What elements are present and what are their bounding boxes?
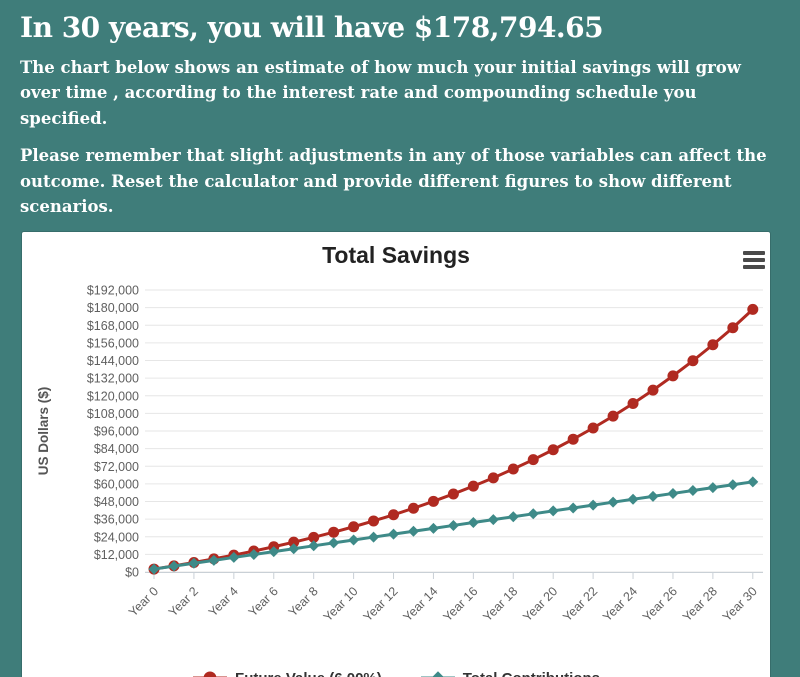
disclaimer-paragraph: Please remember that slight adjustments … xyxy=(20,146,767,217)
results-header: In 30 years, you will have $178,794.65 T… xyxy=(0,0,800,220)
hamburger-bar xyxy=(743,257,765,262)
page-title: In 30 years, you will have $178,794.65 xyxy=(20,11,604,44)
svg-text:$96,000: $96,000 xyxy=(94,424,139,438)
svg-text:Year 28: Year 28 xyxy=(680,584,720,624)
svg-text:$168,000: $168,000 xyxy=(87,319,139,333)
svg-text:$12,000: $12,000 xyxy=(94,548,139,562)
svg-text:Year 14: Year 14 xyxy=(401,584,441,624)
savings-line-chart: $0 $12,000 $24,000 $36,000 $48,000 $60,000 $72… xyxy=(36,283,763,624)
hamburger-icon[interactable] xyxy=(743,250,765,272)
svg-text:$36,000: $36,000 xyxy=(94,513,139,527)
svg-text:Year 10: Year 10 xyxy=(321,584,361,624)
svg-text:Year 6: Year 6 xyxy=(246,584,281,619)
svg-text:Year 20: Year 20 xyxy=(520,584,560,624)
svg-text:Year 8: Year 8 xyxy=(286,584,321,619)
svg-text:Year 18: Year 18 xyxy=(480,584,520,624)
legend-item-total-contributions[interactable]: Total Contributions xyxy=(420,670,600,677)
svg-text:Year 0: Year 0 xyxy=(126,584,161,619)
chart-title: Total Savings xyxy=(322,241,470,268)
legend-item-future-value[interactable]: Future Value (6.00%) xyxy=(192,670,382,677)
svg-text:Year 12: Year 12 xyxy=(361,584,401,624)
hamburger-bar xyxy=(743,264,765,269)
svg-text:$156,000: $156,000 xyxy=(87,336,139,350)
svg-text:$132,000: $132,000 xyxy=(87,372,139,386)
svg-text:Year 30: Year 30 xyxy=(720,584,760,624)
svg-text:$144,000: $144,000 xyxy=(87,354,139,368)
svg-text:$0: $0 xyxy=(125,565,139,579)
legend-label-total-contributions: Total Contributions xyxy=(463,670,600,677)
svg-text:Year 16: Year 16 xyxy=(440,584,480,624)
svg-text:Year 2: Year 2 xyxy=(166,584,201,619)
chart-legend: Future Value (6.00%) Total Contributions xyxy=(22,670,770,677)
legend-label-future-value: Future Value (6.00%) xyxy=(235,670,382,677)
svg-text:Year 24: Year 24 xyxy=(600,584,640,624)
svg-text:$24,000: $24,000 xyxy=(94,530,139,544)
svg-text:Year 26: Year 26 xyxy=(640,584,680,624)
hamburger-bar xyxy=(743,250,765,255)
svg-text:$192,000: $192,000 xyxy=(87,283,139,297)
circle-marker-icon xyxy=(193,671,228,677)
svg-text:$84,000: $84,000 xyxy=(94,442,139,456)
svg-text:Year 4: Year 4 xyxy=(206,584,241,619)
diamond-marker-icon xyxy=(420,671,455,677)
svg-text:$120,000: $120,000 xyxy=(87,389,139,403)
intro-paragraph: The chart below shows an estimate of how… xyxy=(20,57,742,128)
svg-text:$48,000: $48,000 xyxy=(94,495,139,509)
chart-card: Total Savings $0 $12,000 $24,000 $36,000 $48… xyxy=(22,231,770,677)
svg-text:US Dollars ($): US Dollars ($) xyxy=(36,387,51,476)
svg-text:$72,000: $72,000 xyxy=(94,460,139,474)
svg-text:$180,000: $180,000 xyxy=(87,301,139,315)
svg-text:Year 22: Year 22 xyxy=(560,584,600,624)
svg-text:$108,000: $108,000 xyxy=(87,407,139,421)
svg-text:$60,000: $60,000 xyxy=(94,477,139,491)
